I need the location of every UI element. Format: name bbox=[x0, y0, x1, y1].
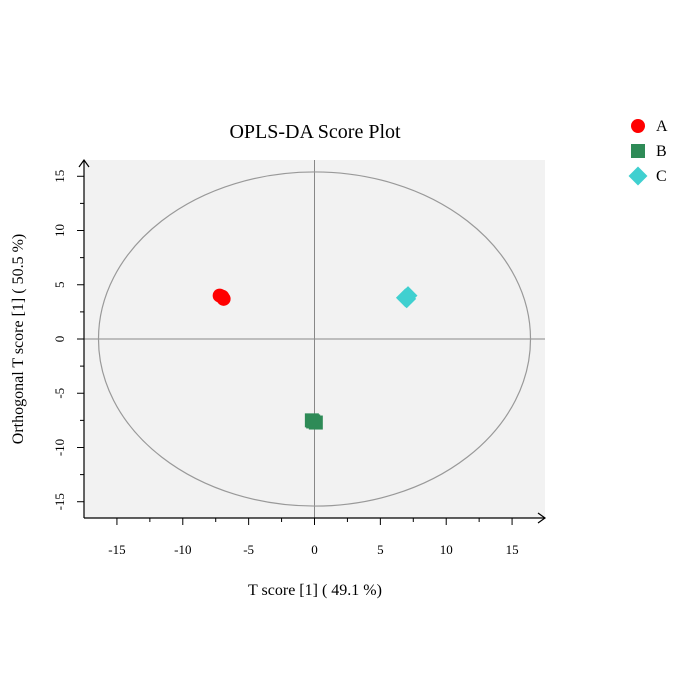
x-tick-label: 0 bbox=[311, 542, 318, 557]
legend-marker-B bbox=[631, 144, 645, 158]
legend-label-A: A bbox=[656, 118, 668, 135]
x-tick-label: 15 bbox=[506, 542, 519, 557]
data-point-B bbox=[306, 414, 321, 429]
y-tick-label: 10 bbox=[52, 224, 67, 237]
y-tick-label: 0 bbox=[52, 336, 67, 343]
y-tick-label: -10 bbox=[52, 439, 67, 456]
legend-label-C: C bbox=[656, 168, 667, 185]
x-tick-label: 10 bbox=[440, 542, 453, 557]
x-tick-label: 5 bbox=[377, 542, 384, 557]
chart-title: OPLS-DA Score Plot bbox=[229, 121, 401, 143]
x-axis-arrow bbox=[537, 512, 547, 524]
legend-label-B: B bbox=[656, 143, 667, 160]
y-tick-label: 15 bbox=[52, 170, 67, 183]
y-tick-label: -15 bbox=[52, 493, 67, 510]
y-tick-label: -5 bbox=[52, 388, 67, 399]
x-tick-label: -10 bbox=[174, 542, 191, 557]
x-axis-label: T score [1] ( 49.1 %) bbox=[248, 582, 382, 599]
legend-marker-C bbox=[628, 166, 648, 186]
y-axis-arrow bbox=[78, 158, 90, 168]
x-tick-label: -15 bbox=[108, 542, 125, 557]
x-tick-label: -5 bbox=[243, 542, 254, 557]
legend-marker-A bbox=[631, 119, 645, 133]
y-tick-label: 5 bbox=[52, 282, 67, 289]
data-point-C bbox=[397, 289, 417, 309]
data-point-A bbox=[215, 289, 230, 304]
y-axis-label: Orthogonal T score [1] ( 50.5 %) bbox=[10, 234, 27, 444]
confidence-ellipse bbox=[97, 171, 532, 507]
